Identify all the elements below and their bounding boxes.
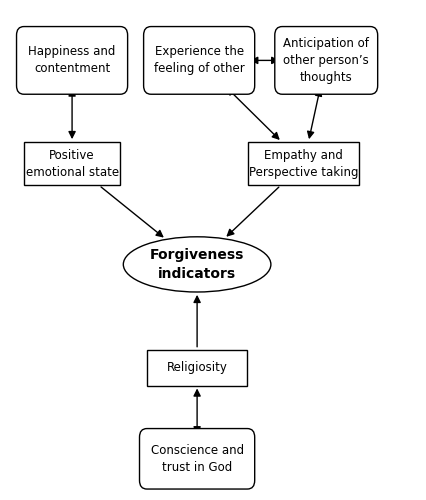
Text: Conscience and
trust in God: Conscience and trust in God: [150, 444, 243, 474]
FancyBboxPatch shape: [143, 26, 254, 94]
FancyBboxPatch shape: [139, 428, 254, 489]
FancyBboxPatch shape: [24, 142, 120, 185]
Text: Forgiveness
indicators: Forgiveness indicators: [150, 248, 244, 280]
Text: Experience the
feeling of other: Experience the feeling of other: [153, 46, 244, 76]
Text: Religiosity: Religiosity: [166, 361, 227, 374]
Text: Happiness and
contentment: Happiness and contentment: [28, 46, 115, 76]
FancyBboxPatch shape: [17, 26, 127, 94]
Ellipse shape: [123, 237, 270, 292]
FancyBboxPatch shape: [248, 142, 358, 185]
Text: Empathy and
Perspective taking: Empathy and Perspective taking: [248, 148, 357, 178]
Text: Positive
emotional state: Positive emotional state: [26, 148, 118, 178]
FancyBboxPatch shape: [274, 26, 377, 94]
FancyBboxPatch shape: [147, 350, 247, 386]
Text: Anticipation of
other person’s
thoughts: Anticipation of other person’s thoughts: [282, 37, 368, 84]
